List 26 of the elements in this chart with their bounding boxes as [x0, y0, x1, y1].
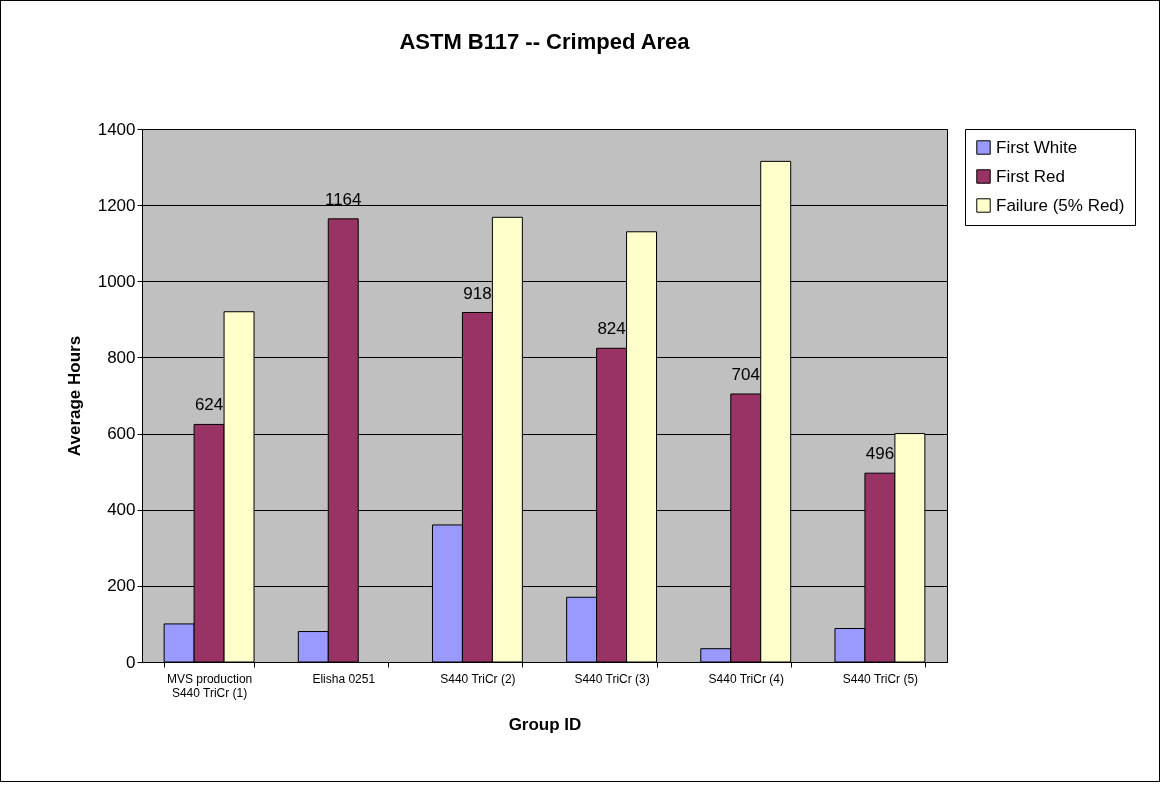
y-tick-label: 0 [126, 652, 136, 672]
y-tick-label: 1400 [97, 119, 136, 139]
y-tick-label: 600 [107, 424, 136, 444]
y-tick-label: 200 [107, 576, 136, 596]
y-tick-label: 400 [107, 500, 136, 520]
legend-label: First White [996, 137, 1078, 157]
legend-label: First Red [996, 166, 1065, 186]
x-tick-label: MVS production S440 TriCr (1) [166, 671, 253, 700]
chart-title: ASTM B117 -- Crimped Area [399, 29, 691, 54]
y-tick-label: 800 [107, 347, 136, 367]
data-label: 624 [194, 395, 224, 415]
data-label: 918 [463, 283, 492, 303]
y-axis-title: Average Hours [64, 335, 84, 457]
y-tick-label: 1000 [97, 271, 136, 291]
data-label: 704 [731, 364, 760, 384]
x-axis-title: Group ID [508, 714, 582, 734]
data-label: 1164 [324, 189, 362, 209]
data-label: 496 [865, 444, 895, 464]
y-tick-label: 1200 [97, 195, 136, 215]
legend-label: Failure (5% Red) [996, 195, 1125, 215]
x-tick-label: S440 TriCr (5) [842, 671, 919, 686]
data-label: 824 [597, 319, 626, 339]
x-tick-label: S440 TriCr (4) [708, 671, 784, 686]
x-tick-label: S440 TriCr (3) [574, 671, 650, 686]
x-tick-label: S440 TriCr (2) [440, 671, 516, 686]
x-tick-label: Elisha 0251 [312, 671, 376, 686]
